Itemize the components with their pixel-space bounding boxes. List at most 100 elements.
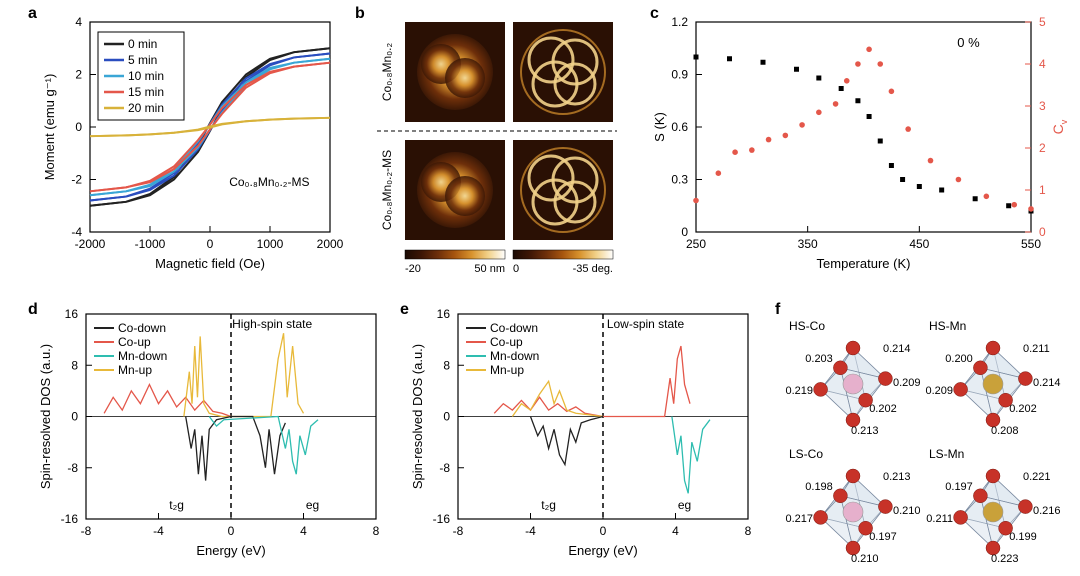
svg-text:Energy (eV): Energy (eV)	[196, 543, 265, 558]
svg-text:Spin-resolved DOS (a.u.): Spin-resolved DOS (a.u.)	[410, 344, 425, 489]
svg-text:Mn-down: Mn-down	[118, 349, 167, 363]
svg-text:0.199: 0.199	[1009, 531, 1037, 543]
svg-text:eg: eg	[678, 498, 691, 512]
svg-text:Co₀.₈Mn₀.₂: Co₀.₈Mn₀.₂	[380, 43, 394, 102]
svg-text:Energy (eV): Energy (eV)	[568, 543, 637, 558]
svg-text:8: 8	[443, 358, 450, 372]
svg-text:0: 0	[600, 524, 607, 538]
svg-text:0.214: 0.214	[1033, 377, 1061, 389]
svg-text:0 min: 0 min	[128, 37, 157, 51]
svg-text:0.6: 0.6	[671, 120, 688, 134]
svg-text:0.214: 0.214	[883, 343, 911, 355]
svg-text:450: 450	[909, 237, 929, 251]
svg-text:Magnetic field (Oe): Magnetic field (Oe)	[155, 256, 265, 271]
svg-text:0.223: 0.223	[991, 553, 1019, 565]
svg-text:-35 deg.: -35 deg.	[573, 263, 613, 275]
svg-text:-4: -4	[153, 524, 164, 538]
figure-canvas: a-2000-1000010002000-4-2024Magnetic fiel…	[0, 0, 1080, 573]
svg-text:Mn-up: Mn-up	[118, 363, 152, 377]
svg-text:t₂g: t₂g	[541, 498, 556, 512]
svg-text:Co-down: Co-down	[490, 321, 538, 335]
svg-text:-4: -4	[71, 225, 82, 239]
svg-text:HS-Mn: HS-Mn	[929, 319, 966, 333]
svg-text:Low-spin state: Low-spin state	[607, 317, 685, 331]
svg-text:4: 4	[672, 524, 679, 538]
svg-text:0.210: 0.210	[893, 505, 921, 517]
svg-text:0.197: 0.197	[869, 531, 897, 543]
svg-text:Moment (emu g⁻¹): Moment (emu g⁻¹)	[42, 74, 57, 181]
svg-text:0.209: 0.209	[893, 377, 921, 389]
svg-text:b: b	[355, 5, 365, 22]
svg-text:0.219: 0.219	[785, 385, 813, 397]
svg-text:-20: -20	[405, 263, 421, 275]
svg-text:0: 0	[443, 410, 450, 424]
svg-text:-8: -8	[439, 461, 450, 475]
svg-text:Co-down: Co-down	[118, 321, 166, 335]
svg-text:2: 2	[1039, 141, 1046, 155]
svg-text:0.200: 0.200	[945, 353, 973, 365]
svg-text:20 min: 20 min	[128, 101, 164, 115]
svg-text:-8: -8	[67, 461, 78, 475]
svg-text:0: 0	[513, 263, 519, 275]
svg-text:0: 0	[681, 225, 688, 239]
svg-text:0.197: 0.197	[945, 481, 973, 493]
svg-text:0.213: 0.213	[883, 471, 911, 483]
svg-text:f: f	[775, 301, 781, 318]
svg-text:c: c	[650, 5, 659, 22]
svg-text:0.213: 0.213	[851, 425, 879, 437]
svg-text:10 min: 10 min	[128, 69, 164, 83]
svg-text:15 min: 15 min	[128, 85, 164, 99]
svg-text:0.216: 0.216	[1033, 505, 1061, 517]
svg-text:a: a	[28, 5, 37, 22]
svg-text:Spin-resolved DOS (a.u.): Spin-resolved DOS (a.u.)	[38, 344, 53, 489]
svg-text:1000: 1000	[257, 237, 284, 251]
svg-text:0.211: 0.211	[926, 513, 953, 525]
svg-text:-2000: -2000	[75, 237, 106, 251]
svg-text:0: 0	[1039, 225, 1046, 239]
svg-text:5 min: 5 min	[128, 53, 157, 67]
svg-text:550: 550	[1021, 237, 1041, 251]
svg-text:0.210: 0.210	[851, 553, 879, 565]
svg-text:4: 4	[1039, 57, 1046, 71]
svg-text:0: 0	[75, 120, 82, 134]
svg-text:8: 8	[745, 524, 752, 538]
svg-text:-16: -16	[61, 512, 79, 526]
svg-text:8: 8	[373, 524, 380, 538]
svg-text:0.211: 0.211	[1023, 343, 1050, 355]
svg-text:-2: -2	[71, 173, 82, 187]
svg-text:S (K): S (K)	[652, 112, 667, 142]
svg-text:0 %: 0 %	[957, 35, 980, 50]
svg-text:16: 16	[437, 307, 451, 321]
svg-text:4: 4	[75, 15, 82, 29]
svg-text:50 nm: 50 nm	[474, 263, 505, 275]
svg-text:2000: 2000	[317, 237, 344, 251]
svg-text:Co₀.₈Mn₀.₂-MS: Co₀.₈Mn₀.₂-MS	[380, 150, 394, 230]
svg-text:High-spin state: High-spin state	[232, 317, 312, 331]
svg-text:1.2: 1.2	[671, 15, 688, 29]
svg-text:0.209: 0.209	[925, 385, 953, 397]
svg-text:8: 8	[71, 358, 78, 372]
svg-text:3: 3	[1039, 99, 1046, 113]
svg-text:0.203: 0.203	[805, 353, 833, 365]
svg-text:350: 350	[798, 237, 818, 251]
svg-text:-8: -8	[81, 524, 92, 538]
svg-text:-8: -8	[453, 524, 464, 538]
svg-text:d: d	[28, 301, 38, 318]
svg-text:Mn-down: Mn-down	[490, 349, 539, 363]
svg-text:-16: -16	[433, 512, 451, 526]
svg-text:e: e	[400, 301, 409, 318]
svg-text:LS-Co: LS-Co	[789, 447, 823, 461]
svg-text:Temperature (K): Temperature (K)	[817, 256, 911, 271]
svg-text:LS-Mn: LS-Mn	[929, 447, 964, 461]
svg-text:Cv: Cv	[1050, 119, 1069, 134]
svg-text:2: 2	[75, 68, 82, 82]
svg-text:0.202: 0.202	[1009, 403, 1037, 415]
svg-text:0.208: 0.208	[991, 425, 1019, 437]
svg-text:16: 16	[65, 307, 79, 321]
svg-text:0: 0	[71, 410, 78, 424]
svg-text:1: 1	[1039, 183, 1046, 197]
svg-text:0.3: 0.3	[671, 173, 688, 187]
svg-text:0: 0	[228, 524, 235, 538]
svg-text:0.221: 0.221	[1023, 471, 1051, 483]
svg-text:HS-Co: HS-Co	[789, 319, 825, 333]
